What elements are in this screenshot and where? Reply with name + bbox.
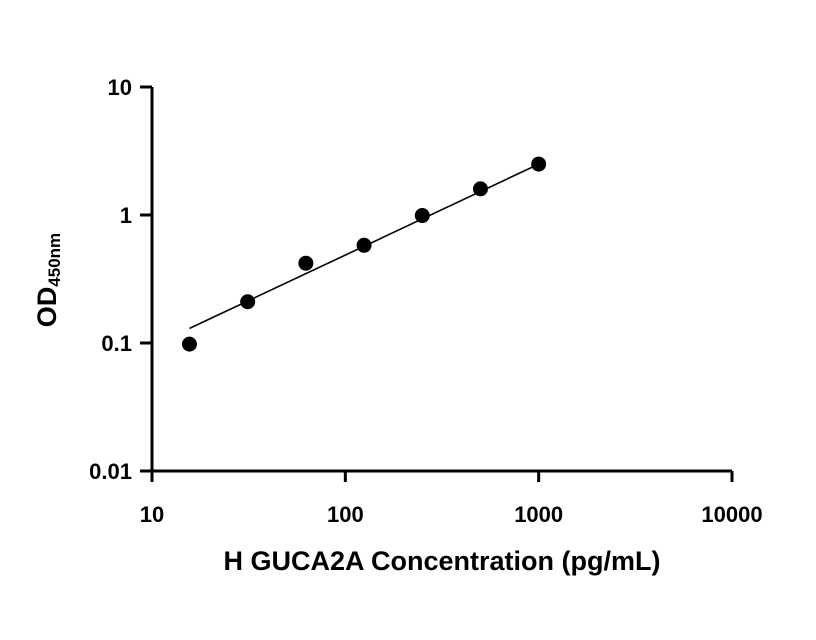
x-tick-label: 1000 (514, 502, 563, 527)
data-points (181, 156, 547, 352)
y-tick-label: 1 (120, 203, 132, 228)
y-tick-label: 10 (108, 75, 132, 100)
x-axis: 10 100 1000 10000 (140, 469, 763, 527)
y-tick-label: 0.01 (89, 459, 132, 484)
data-point (181, 336, 197, 352)
data-point (472, 181, 488, 197)
x-tick-label: 100 (327, 502, 364, 527)
x-axis-title: H GUCA2A Concentration (pg/mL) (224, 546, 661, 576)
data-point (356, 237, 372, 253)
data-point (414, 208, 430, 224)
x-tick-label: 10000 (701, 502, 762, 527)
y-axis-title: OD450nm (32, 233, 64, 327)
data-point (240, 294, 256, 310)
y-axis-title-subscript: 450nm (45, 233, 64, 287)
y-tick-label: 0.1 (101, 331, 132, 356)
y-axis-title-main: OD (32, 287, 62, 328)
y-axis: 0.01 0.1 1 10 (89, 75, 154, 484)
data-point (531, 156, 547, 172)
x-tick-label: 10 (140, 502, 164, 527)
data-point (298, 255, 314, 271)
